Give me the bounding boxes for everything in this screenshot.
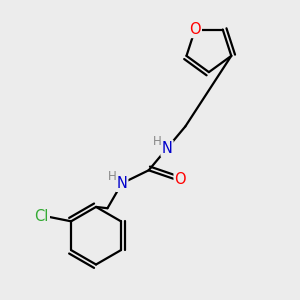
Text: N: N [162, 141, 172, 156]
Text: O: O [189, 22, 201, 37]
Text: O: O [175, 172, 186, 187]
Text: H: H [108, 170, 116, 183]
Text: N: N [116, 176, 127, 191]
Text: Cl: Cl [34, 209, 49, 224]
Text: H: H [153, 135, 162, 148]
